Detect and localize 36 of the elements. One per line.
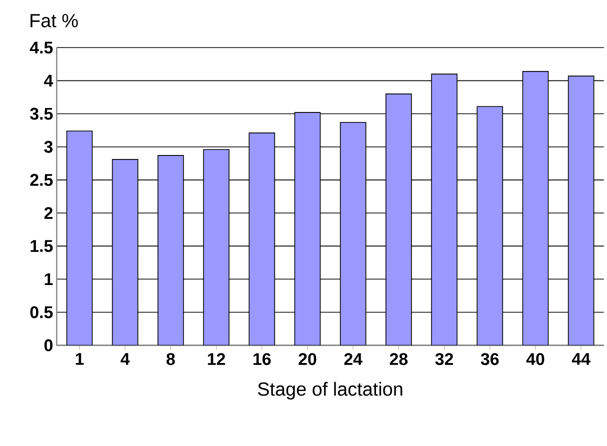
bar xyxy=(431,74,458,346)
x-tick-label: 1 xyxy=(76,353,84,365)
bar xyxy=(66,130,93,346)
bar xyxy=(294,112,321,346)
x-tick-label: 32 xyxy=(435,353,454,366)
x-tick-label: 36 xyxy=(480,353,499,366)
y-tick-label: 2.5 xyxy=(30,174,53,186)
bar xyxy=(203,149,230,346)
bar xyxy=(476,106,504,346)
y-tick-label: 1.5 xyxy=(30,240,53,252)
bar xyxy=(158,155,184,346)
y-axis-title: Fat % xyxy=(30,14,78,28)
y-tick-label: 4.5 xyxy=(30,42,53,54)
x-tick-label: 8 xyxy=(166,353,175,366)
x-tick-label: 12 xyxy=(208,353,226,365)
x-tick-label: 20 xyxy=(298,353,316,366)
y-tick-label: 0.5 xyxy=(30,306,53,318)
x-tick-label: 28 xyxy=(390,353,408,366)
x-tick-label: 16 xyxy=(254,353,271,366)
y-tick-label: 3.5 xyxy=(30,108,53,120)
x-tick-label: 40 xyxy=(526,353,544,366)
bar xyxy=(568,76,594,346)
bar xyxy=(522,71,549,346)
x-tick-label: 24 xyxy=(344,353,362,365)
bar xyxy=(386,94,412,346)
y-tick-label: 0 xyxy=(44,339,52,352)
y-tick-label: 1 xyxy=(44,273,53,285)
x-tick-label: 4 xyxy=(120,353,130,365)
y-tick-label: 4 xyxy=(44,74,54,87)
y-tick-label: 2 xyxy=(44,207,53,219)
bar xyxy=(112,159,138,346)
bar xyxy=(340,122,366,346)
x-axis-title: Stage of lactation xyxy=(258,382,402,400)
bar xyxy=(248,132,276,346)
y-tick-label: 3 xyxy=(44,140,53,153)
x-tick-label: 44 xyxy=(572,353,590,365)
